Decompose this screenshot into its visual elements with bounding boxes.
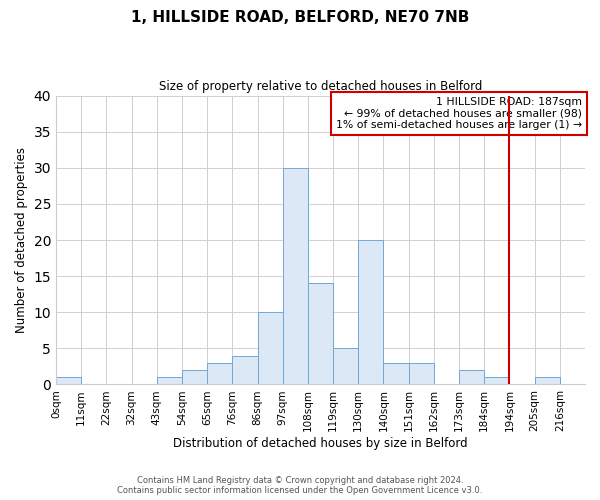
Bar [232,356,257,384]
Bar [409,363,434,384]
Text: Contains HM Land Registry data © Crown copyright and database right 2024.
Contai: Contains HM Land Registry data © Crown c… [118,476,482,495]
Text: 1 HILLSIDE ROAD: 187sqm
← 99% of detached houses are smaller (98)
1% of semi-det: 1 HILLSIDE ROAD: 187sqm ← 99% of detache… [336,97,583,130]
Bar [207,363,232,384]
Bar [333,348,358,384]
Bar [182,370,207,384]
Bar [257,312,283,384]
Bar [283,168,308,384]
X-axis label: Distribution of detached houses by size in Belford: Distribution of detached houses by size … [173,437,468,450]
Bar [484,377,509,384]
Bar [535,377,560,384]
Bar [383,363,409,384]
Title: Size of property relative to detached houses in Belford: Size of property relative to detached ho… [159,80,482,93]
Bar [308,284,333,384]
Bar [157,377,182,384]
Y-axis label: Number of detached properties: Number of detached properties [15,147,28,333]
Text: 1, HILLSIDE ROAD, BELFORD, NE70 7NB: 1, HILLSIDE ROAD, BELFORD, NE70 7NB [131,10,469,25]
Bar [459,370,484,384]
Bar [358,240,383,384]
Bar [56,377,81,384]
